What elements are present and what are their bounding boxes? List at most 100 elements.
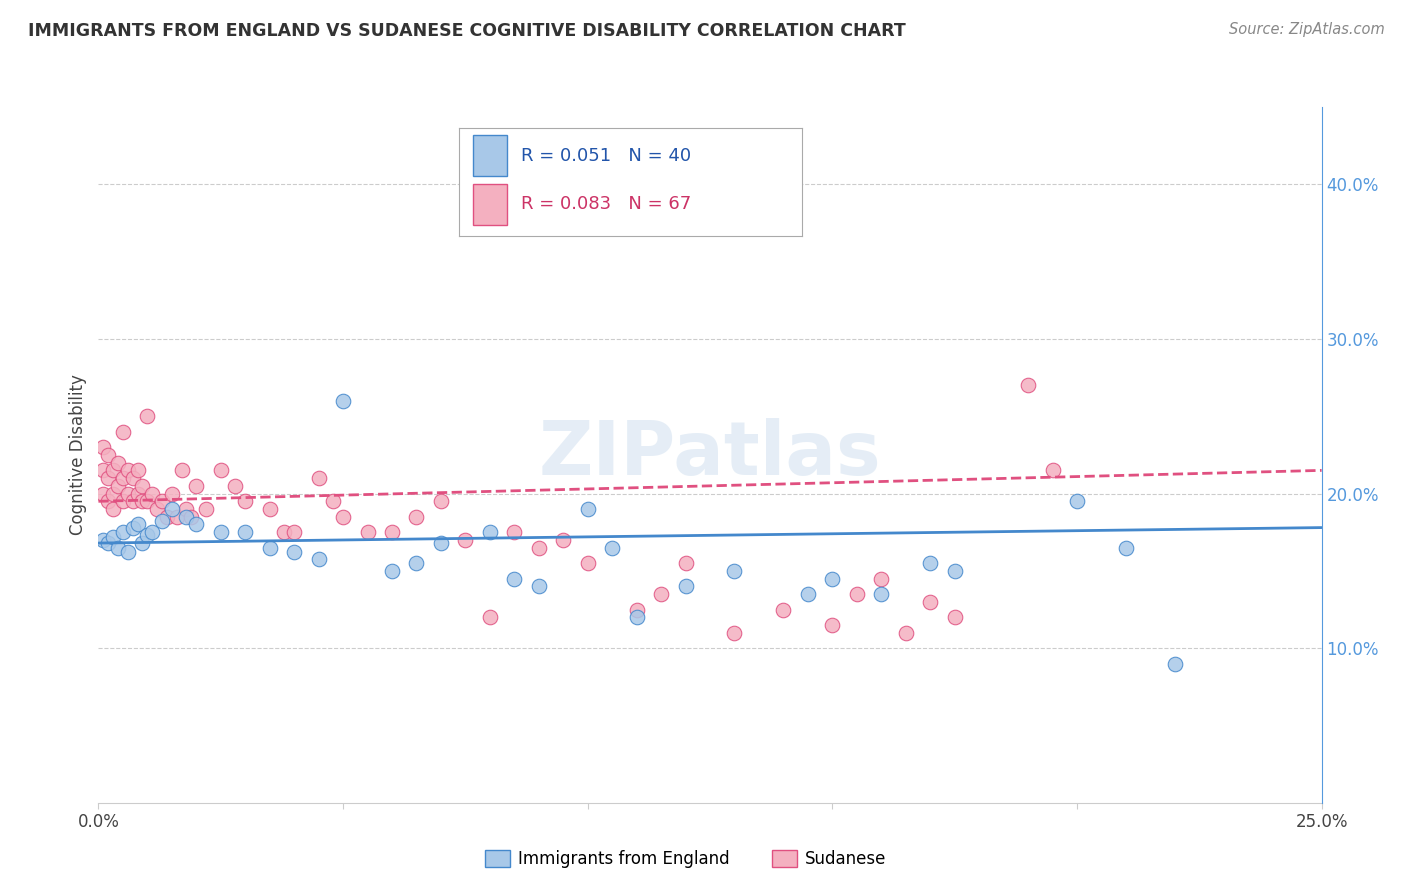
Point — [1115, 541, 1137, 555]
Point — [308, 551, 330, 566]
Point — [259, 502, 281, 516]
Point — [454, 533, 477, 547]
Point — [576, 556, 599, 570]
Point — [117, 486, 139, 500]
Point — [553, 533, 575, 547]
Point — [894, 625, 917, 640]
Point — [332, 393, 354, 408]
Point — [156, 509, 179, 524]
Text: IMMIGRANTS FROM ENGLAND VS SUDANESE COGNITIVE DISABILITY CORRELATION CHART: IMMIGRANTS FROM ENGLAND VS SUDANESE COGN… — [28, 22, 905, 40]
Point — [111, 471, 134, 485]
Y-axis label: Cognitive Disability: Cognitive Disability — [69, 375, 87, 535]
Point — [870, 587, 893, 601]
Point — [1017, 378, 1039, 392]
Point — [91, 463, 114, 477]
Point — [170, 463, 193, 477]
Point — [870, 572, 893, 586]
Point — [136, 494, 159, 508]
Point — [160, 502, 183, 516]
Point — [233, 525, 256, 540]
Point — [626, 602, 648, 616]
Point — [111, 525, 134, 540]
Point — [131, 479, 153, 493]
Point — [141, 525, 163, 540]
Point — [97, 494, 120, 508]
Point — [381, 525, 404, 540]
Point — [723, 564, 745, 578]
Point — [920, 595, 942, 609]
Point — [600, 541, 623, 555]
Point — [283, 525, 305, 540]
Point — [308, 471, 330, 485]
Point — [195, 502, 218, 516]
Point — [821, 572, 844, 586]
Point — [478, 525, 501, 540]
Point — [127, 463, 149, 477]
Point — [146, 502, 169, 516]
Point — [943, 564, 966, 578]
Point — [141, 486, 163, 500]
Point — [117, 545, 139, 559]
Point — [107, 541, 129, 555]
Point — [97, 471, 120, 485]
Point — [186, 517, 208, 532]
Point — [576, 502, 599, 516]
Point — [186, 479, 208, 493]
Point — [131, 494, 153, 508]
Point — [101, 530, 124, 544]
Point — [91, 533, 114, 547]
Point — [478, 610, 501, 624]
Point — [430, 536, 453, 550]
Point — [150, 494, 173, 508]
Point — [527, 541, 550, 555]
Legend: Immigrants from England, Sudanese: Immigrants from England, Sudanese — [478, 843, 893, 874]
Point — [723, 625, 745, 640]
Point — [797, 587, 820, 601]
Point — [503, 572, 526, 586]
Point — [127, 486, 149, 500]
Point — [430, 494, 453, 508]
Point — [101, 463, 124, 477]
Point — [503, 525, 526, 540]
Point — [772, 602, 794, 616]
Point — [97, 448, 120, 462]
Point — [127, 517, 149, 532]
Point — [166, 509, 188, 524]
Point — [136, 528, 159, 542]
Point — [131, 536, 153, 550]
Point — [920, 556, 942, 570]
Point — [322, 494, 344, 508]
Point — [273, 525, 295, 540]
Point — [101, 502, 124, 516]
Point — [121, 494, 143, 508]
Point — [180, 509, 202, 524]
Point — [943, 610, 966, 624]
Point — [332, 509, 354, 524]
Point — [209, 463, 232, 477]
Point — [821, 618, 844, 632]
Point — [626, 610, 648, 624]
Point — [259, 541, 281, 555]
Point — [121, 520, 143, 534]
Point — [209, 525, 232, 540]
Point — [224, 479, 246, 493]
Point — [91, 486, 114, 500]
Point — [117, 463, 139, 477]
Point — [356, 525, 378, 540]
Point — [101, 486, 124, 500]
Point — [527, 579, 550, 593]
Point — [845, 587, 868, 601]
Point — [675, 556, 697, 570]
Point — [91, 440, 114, 454]
Point — [150, 515, 173, 529]
Point — [97, 536, 120, 550]
Point — [111, 494, 134, 508]
Point — [1164, 657, 1187, 671]
Text: ZIPatlas: ZIPatlas — [538, 418, 882, 491]
Point — [381, 564, 404, 578]
Point — [107, 456, 129, 470]
Point — [176, 502, 198, 516]
Point — [1042, 463, 1064, 477]
Point — [107, 479, 129, 493]
Point — [176, 509, 198, 524]
